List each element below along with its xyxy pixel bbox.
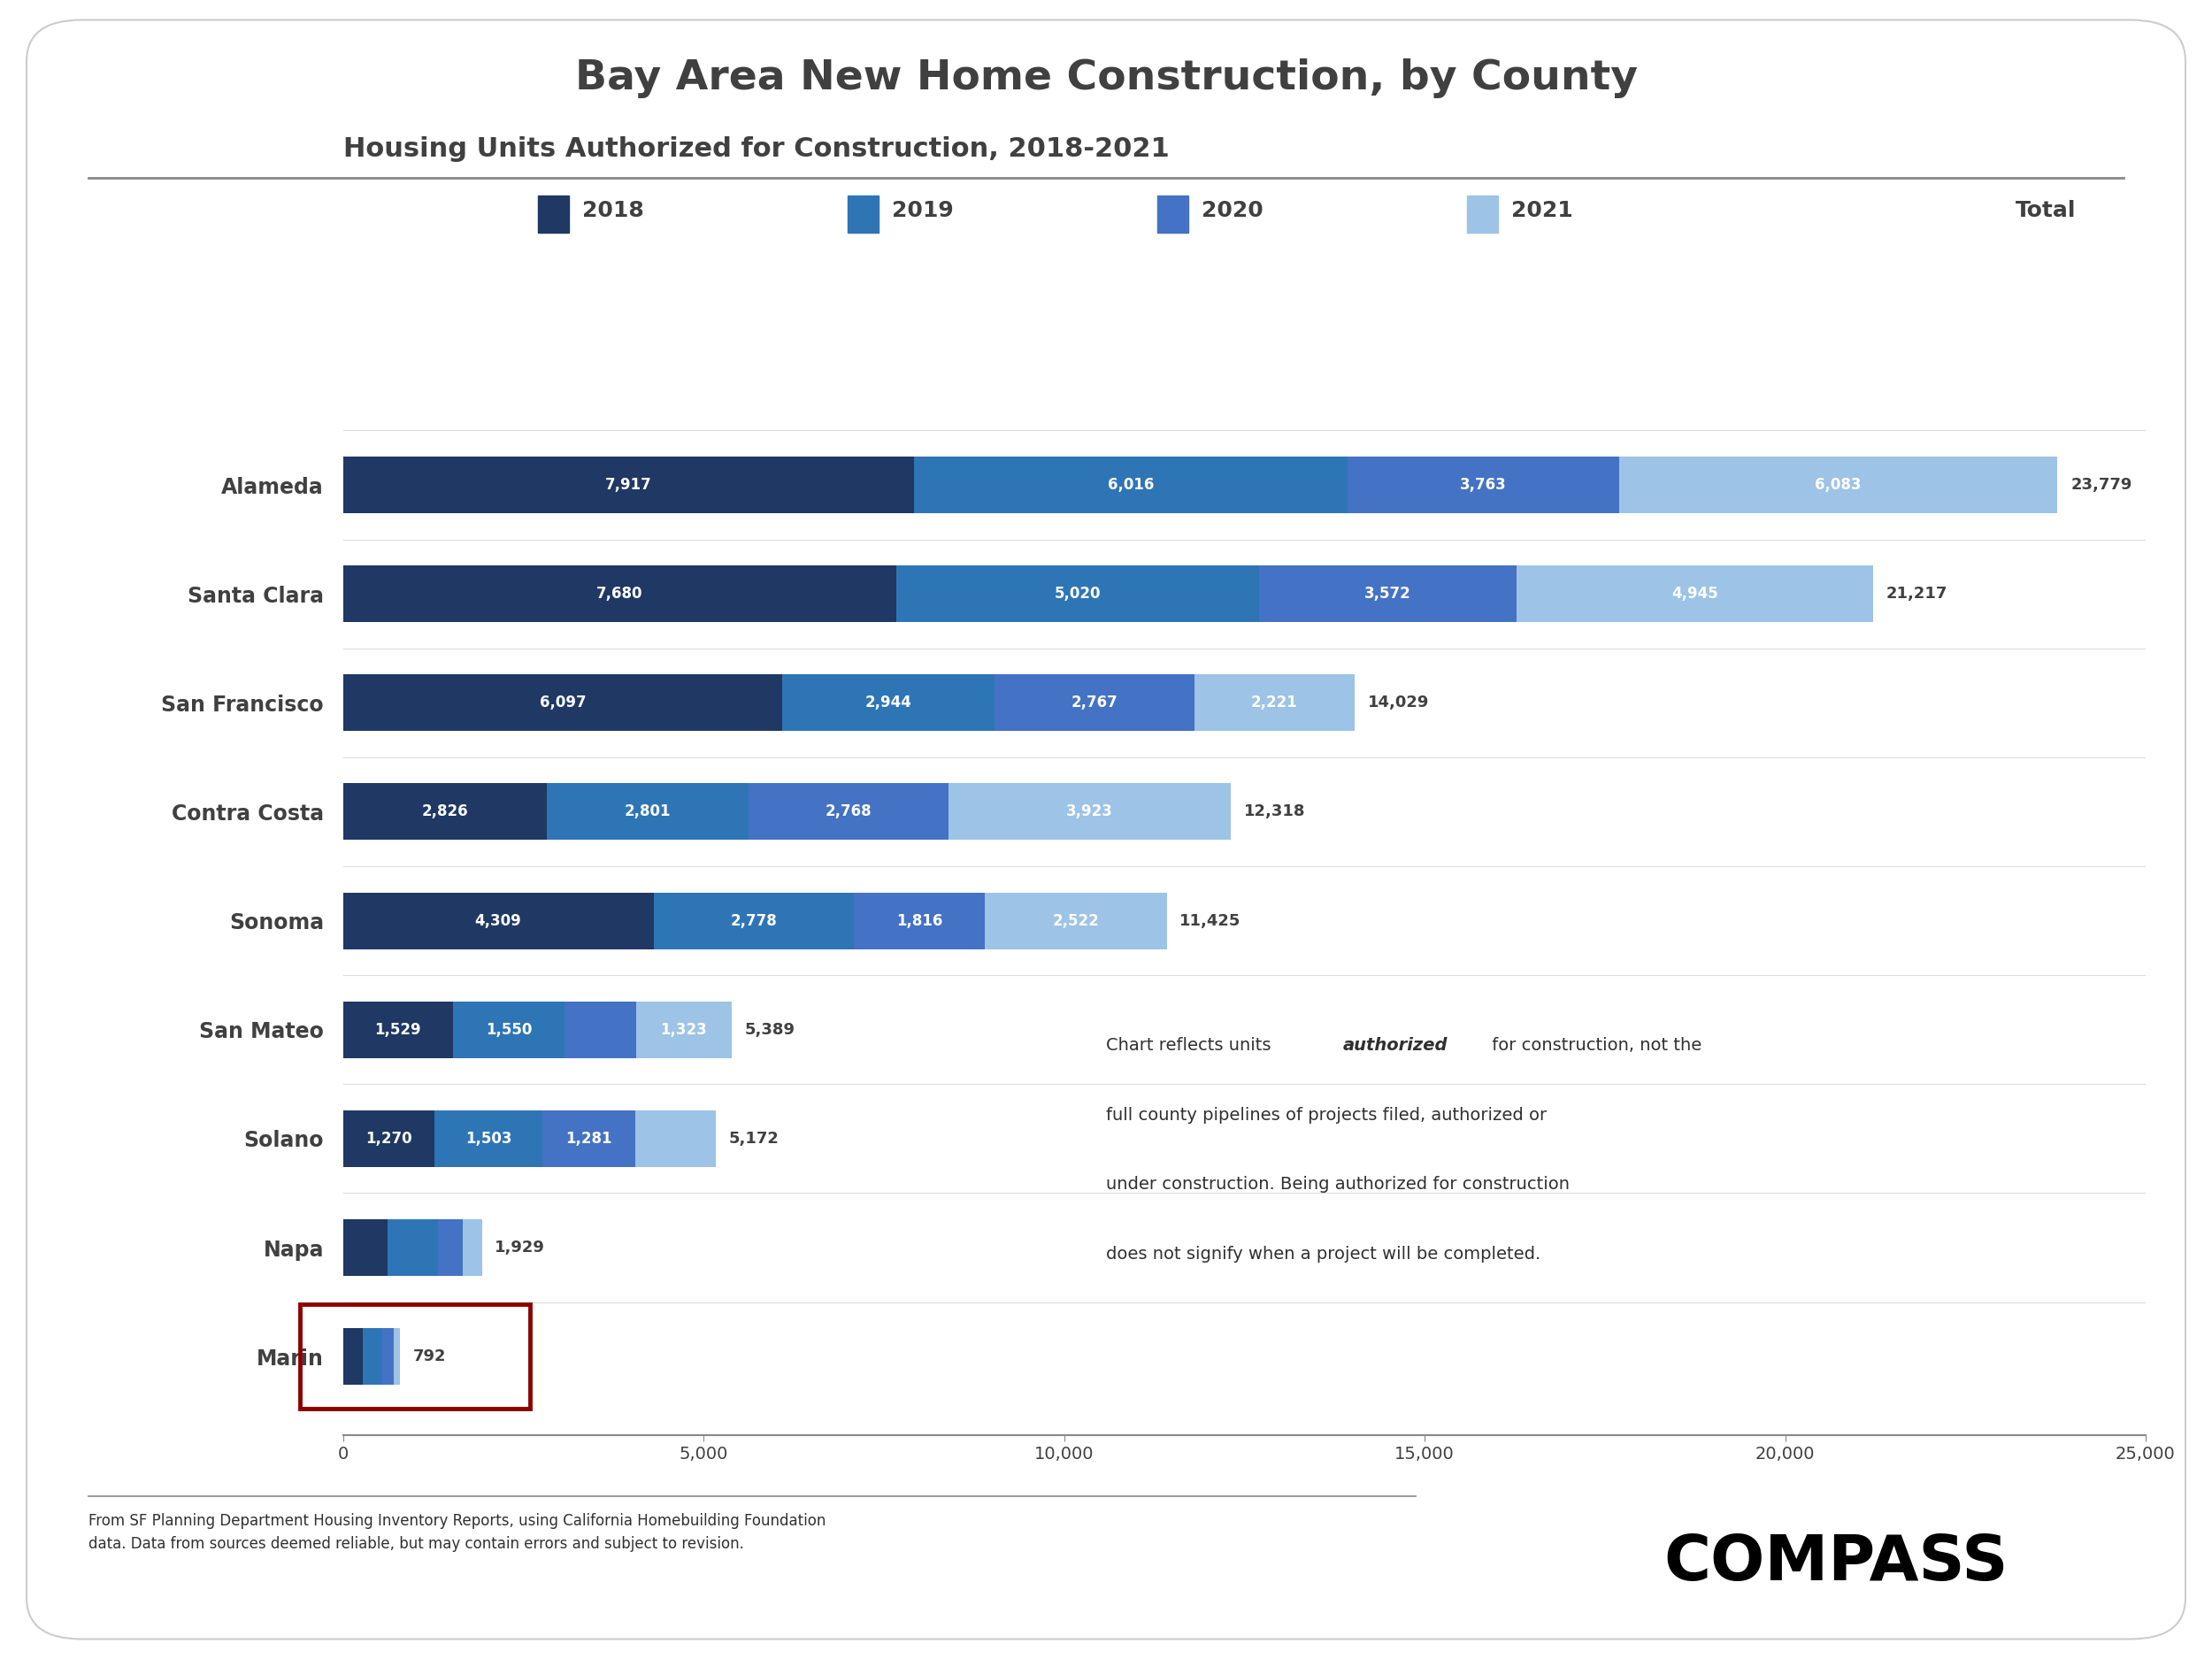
Bar <box>1515 566 1874 622</box>
Bar <box>343 783 546 839</box>
Text: 1,529: 1,529 <box>374 1022 420 1037</box>
Bar <box>635 1110 717 1166</box>
Bar <box>387 1219 438 1276</box>
Text: Chart reflects units: Chart reflects units <box>1106 1037 1276 1053</box>
Text: 2,944: 2,944 <box>865 695 911 710</box>
Text: full county pipelines of projects filed, authorized or: full county pipelines of projects filed,… <box>1106 1107 1546 1123</box>
Bar <box>343 893 653 949</box>
Text: 5,389: 5,389 <box>745 1022 794 1037</box>
Text: 2018: 2018 <box>582 201 644 221</box>
Text: 2020: 2020 <box>1201 201 1263 221</box>
Text: 2,767: 2,767 <box>1071 695 1117 710</box>
Bar <box>748 783 949 839</box>
Bar <box>949 783 1232 839</box>
Text: for construction, not the: for construction, not the <box>1486 1037 1701 1053</box>
Bar <box>343 675 783 732</box>
Text: authorized: authorized <box>1343 1037 1447 1053</box>
Bar <box>453 1002 564 1058</box>
Bar <box>1259 566 1515 622</box>
Bar <box>394 1329 400 1385</box>
Bar <box>343 566 896 622</box>
Text: 23,779: 23,779 <box>2070 476 2132 493</box>
Bar <box>783 675 995 732</box>
Bar <box>854 893 984 949</box>
Text: Bay Area New Home Construction, by County: Bay Area New Home Construction, by Count… <box>575 58 1637 98</box>
Text: 1,929: 1,929 <box>495 1239 546 1256</box>
Bar <box>1619 456 2057 513</box>
Bar <box>1194 675 1354 732</box>
Text: does not signify when a project will be completed.: does not signify when a project will be … <box>1106 1246 1540 1262</box>
Text: 6,083: 6,083 <box>1816 476 1863 493</box>
Bar <box>343 1002 453 1058</box>
Text: Housing Units Authorized for Construction, 2018-2021: Housing Units Authorized for Constructio… <box>343 136 1170 161</box>
Bar <box>363 1329 383 1385</box>
Text: From SF Planning Department Housing Inventory Reports, using California Homebuil: From SF Planning Department Housing Inve… <box>88 1513 825 1553</box>
Bar <box>984 893 1166 949</box>
Bar <box>343 1219 387 1276</box>
Text: 2,768: 2,768 <box>825 805 872 820</box>
Text: 1,503: 1,503 <box>465 1131 511 1146</box>
Text: 3,763: 3,763 <box>1460 476 1506 493</box>
Bar <box>343 1329 363 1385</box>
Text: 14,029: 14,029 <box>1367 695 1429 710</box>
Text: Total: Total <box>2015 201 2077 221</box>
Text: 3,923: 3,923 <box>1066 805 1113 820</box>
Bar <box>637 1002 732 1058</box>
Bar <box>546 783 748 839</box>
Bar <box>914 456 1347 513</box>
Text: 2,801: 2,801 <box>624 805 670 820</box>
Text: 1,323: 1,323 <box>661 1022 708 1037</box>
Text: 7,917: 7,917 <box>604 476 653 493</box>
Text: 1,281: 1,281 <box>566 1131 613 1146</box>
Text: 2,221: 2,221 <box>1252 695 1298 710</box>
Text: 3,572: 3,572 <box>1365 586 1411 602</box>
Bar <box>383 1329 394 1385</box>
Bar <box>343 456 914 513</box>
Text: 1,270: 1,270 <box>365 1131 411 1146</box>
Text: 4,945: 4,945 <box>1672 586 1719 602</box>
Text: COMPASS: COMPASS <box>1663 1533 2008 1593</box>
Text: 2,778: 2,778 <box>730 912 776 929</box>
Text: under construction. Being authorized for construction: under construction. Being authorized for… <box>1106 1176 1571 1193</box>
Text: 792: 792 <box>414 1349 447 1365</box>
Bar <box>653 893 854 949</box>
Text: 4,309: 4,309 <box>476 912 522 929</box>
Bar <box>438 1219 462 1276</box>
Text: 2021: 2021 <box>1511 201 1573 221</box>
Text: 5,020: 5,020 <box>1055 586 1102 602</box>
Text: 1,550: 1,550 <box>487 1022 533 1037</box>
Bar <box>564 1002 637 1058</box>
Bar <box>1347 456 1619 513</box>
Text: 6,097: 6,097 <box>540 695 586 710</box>
Bar <box>995 675 1194 732</box>
Bar <box>542 1110 635 1166</box>
Text: 6,016: 6,016 <box>1108 476 1155 493</box>
Text: 7,680: 7,680 <box>597 586 644 602</box>
Text: 2,826: 2,826 <box>422 805 469 820</box>
Bar <box>896 566 1259 622</box>
Text: 1,816: 1,816 <box>896 912 942 929</box>
Bar <box>343 1110 434 1166</box>
Bar <box>462 1219 482 1276</box>
Text: 5,172: 5,172 <box>728 1131 779 1146</box>
Text: 11,425: 11,425 <box>1179 912 1241 929</box>
Bar <box>434 1110 542 1166</box>
Text: 2,522: 2,522 <box>1053 912 1099 929</box>
Text: 12,318: 12,318 <box>1243 805 1305 820</box>
Text: 2019: 2019 <box>891 201 953 221</box>
Text: 21,217: 21,217 <box>1887 586 1947 602</box>
